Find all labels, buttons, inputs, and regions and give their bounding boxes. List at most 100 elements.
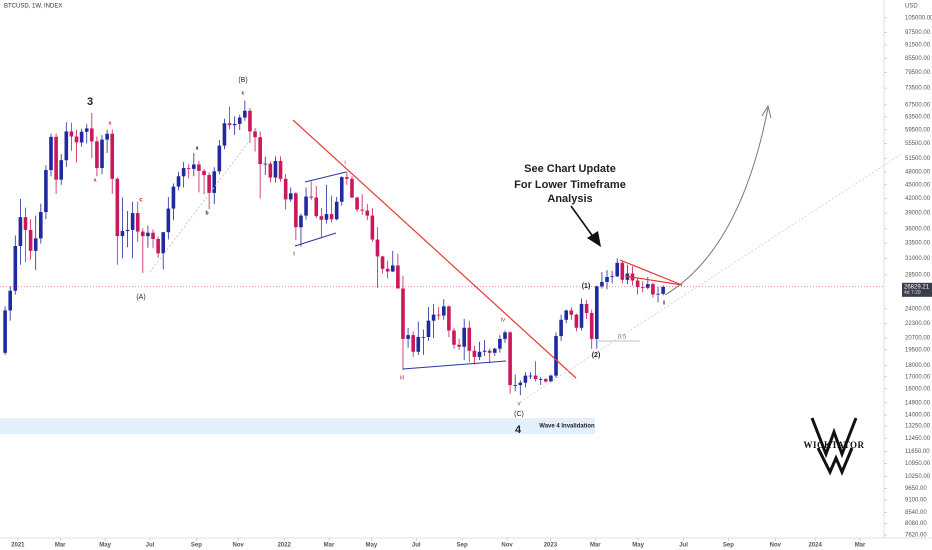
x-tick-label: 2022 <box>277 543 291 549</box>
candle-body <box>538 379 543 380</box>
last-price-label: 26829.21 <box>904 284 930 290</box>
candle-body <box>212 171 217 193</box>
candle-body <box>615 262 620 277</box>
candle-body <box>492 348 497 353</box>
candle-body <box>54 136 58 180</box>
y-tick-label: 39000.00 <box>905 211 931 217</box>
candle-body <box>472 350 477 357</box>
candle-body <box>385 268 390 272</box>
candle-body <box>441 306 446 316</box>
candle-body <box>605 276 609 282</box>
annotation: i <box>344 161 345 167</box>
annotation: (B) <box>238 77 247 84</box>
candle-body <box>278 160 283 179</box>
candle-body <box>523 375 528 383</box>
candle-body <box>375 239 380 257</box>
candle-body <box>365 210 370 216</box>
candle-body <box>411 335 415 352</box>
annotation: c <box>242 90 245 96</box>
candle-body <box>243 110 247 118</box>
candle-body <box>100 139 104 169</box>
annotation: Analysis <box>547 193 592 205</box>
candle-body <box>651 284 655 295</box>
y-tick-label: 22300.00 <box>905 321 931 327</box>
candle-body <box>314 197 319 217</box>
candle-body <box>253 131 257 138</box>
candle-body <box>640 287 645 288</box>
annotation: b <box>205 210 208 216</box>
annotation: v <box>518 402 521 408</box>
annotation: i <box>293 252 294 258</box>
candle-body <box>503 332 507 339</box>
y-tick-label: 33500.00 <box>905 241 931 247</box>
x-tick-label: Mar <box>55 543 66 549</box>
y-tick-label: 20700.00 <box>905 336 931 342</box>
candle-body <box>462 327 466 347</box>
x-tick-label: Mar <box>855 543 866 549</box>
x-tick-label: Mar <box>324 543 335 549</box>
candle-body <box>197 164 201 171</box>
candle-body <box>44 170 48 213</box>
y-tick-label: 45000.00 <box>905 182 931 188</box>
candle-body <box>309 196 313 198</box>
candle-body <box>564 310 569 320</box>
x-tick-label: Sep <box>191 543 202 549</box>
candle-body <box>202 170 206 176</box>
candle-body <box>90 128 94 142</box>
x-tick-label: Sep <box>723 543 734 549</box>
annotation: For Lower Timeframe <box>514 179 626 191</box>
y-tick-label: 12450.00 <box>905 436 931 442</box>
candle-body <box>467 327 472 351</box>
channel-line <box>304 171 347 183</box>
annotation: iii <box>400 376 404 382</box>
candle-body <box>227 123 232 126</box>
y-tick-label: 9650.00 <box>905 486 927 492</box>
annotation: (1) <box>582 283 591 290</box>
x-tick-label: May <box>632 543 644 549</box>
candle-body <box>646 284 650 288</box>
candle-body <box>324 214 329 220</box>
candle-body <box>166 208 171 233</box>
candle-body <box>59 160 64 180</box>
x-tick-label: May <box>99 543 111 549</box>
candle-body <box>294 193 298 228</box>
candle-body <box>620 262 625 280</box>
candle-body <box>600 281 604 287</box>
pointer-arrowhead <box>587 231 601 247</box>
last-price-box <box>902 282 932 297</box>
y-tick-label: 59500.00 <box>905 127 931 133</box>
candle-body <box>579 303 584 328</box>
candle-body <box>584 303 589 313</box>
annotation: a <box>109 120 112 126</box>
candle-body <box>141 231 145 237</box>
candle-body <box>248 110 252 132</box>
candle-body <box>370 215 375 240</box>
x-tick-label: 2023 <box>544 543 558 549</box>
y-tick-label: 13250.00 <box>905 424 931 430</box>
dotted-line <box>519 154 901 403</box>
currency-label: USD <box>905 4 918 10</box>
y-tick-label: 8540.00 <box>905 510 927 516</box>
candle-body <box>334 201 339 220</box>
candle-body <box>513 385 517 386</box>
candle-body <box>528 375 533 377</box>
y-tick-label: 18000.00 <box>905 363 931 369</box>
y-tick-label: 8080.00 <box>905 521 927 527</box>
annotation: (2) <box>592 352 601 359</box>
candle-body <box>28 229 33 251</box>
candle-body <box>447 306 451 331</box>
candle-body <box>49 136 53 171</box>
watermark: WICKTATOR <box>803 440 864 450</box>
candle-body <box>574 314 579 328</box>
x-tick-label: Sep <box>457 543 468 549</box>
invalidation-zone <box>0 418 595 434</box>
candle-body <box>115 178 120 237</box>
y-tick-label: 36000.00 <box>905 226 931 232</box>
x-tick-label: Nov <box>770 543 782 549</box>
candle-body <box>426 320 431 338</box>
channel-line <box>294 232 337 247</box>
candle-body <box>23 217 28 230</box>
candle-body <box>135 213 140 232</box>
annotation: a <box>94 177 97 183</box>
